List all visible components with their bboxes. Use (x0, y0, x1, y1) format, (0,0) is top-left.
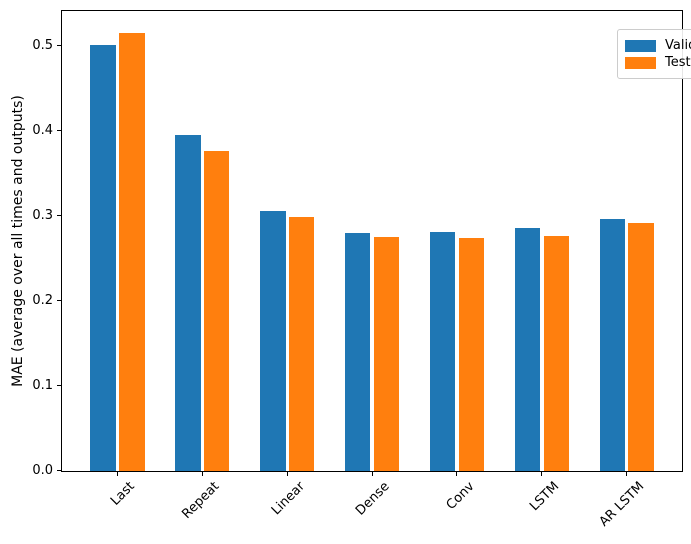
y-tick-label: 0.3 (32, 208, 53, 224)
bar-test-conv (458, 238, 485, 471)
legend: Validation Test (617, 29, 691, 79)
y-tick-mark (57, 300, 61, 302)
y-tick-mark (57, 385, 61, 387)
y-tick-label: 0.1 (32, 378, 53, 394)
bar-validation-last (90, 45, 116, 471)
bar-validation-dense (344, 233, 371, 471)
bar-test-linear (288, 217, 315, 471)
y-tick-mark (57, 130, 61, 132)
x-tick-mark (286, 472, 288, 476)
legend-label-test: Test (665, 55, 691, 70)
bar-test-ar-lstm (628, 222, 654, 471)
y-tick-label: 0.4 (32, 123, 53, 139)
bar-validation-linear (260, 211, 286, 471)
validation-swatch-icon (625, 39, 656, 52)
bar-test-lstm (543, 235, 569, 471)
x-tick-mark (626, 472, 628, 476)
y-tick-label: 0.0 (32, 463, 53, 478)
y-tick-label: 0.5 (32, 38, 53, 54)
x-tick-mark (116, 472, 118, 476)
x-tick-label: Dense (352, 479, 393, 519)
bar-test-last (119, 32, 145, 471)
bar-validation-conv (429, 232, 456, 471)
y-tick-mark (57, 45, 61, 47)
legend-item-validation: Validation (625, 38, 691, 53)
x-tick-label: AR LSTM (596, 479, 648, 530)
y-tick-label: 0.2 (32, 293, 53, 309)
x-tick-mark (371, 472, 373, 476)
x-tick-mark (456, 472, 458, 476)
x-tick-label: Linear (268, 479, 308, 519)
x-tick-label: Conv (443, 479, 478, 513)
x-tick-mark (541, 472, 543, 476)
legend-item-test: Test (625, 55, 691, 70)
bar-test-repeat (203, 150, 230, 471)
legend-label-validation: Validation (665, 38, 691, 53)
test-swatch-icon (625, 56, 656, 69)
bar-validation-lstm (514, 228, 541, 471)
x-tick-label: LSTM (527, 479, 563, 515)
bar-validation-repeat (175, 134, 201, 471)
plot-area: Validation Test (61, 10, 691, 472)
y-tick-mark (57, 215, 61, 217)
x-tick-label: Last (108, 479, 138, 509)
y-tick-mark (57, 470, 61, 471)
x-tick-mark (201, 472, 203, 476)
bar-validation-ar-lstm (599, 218, 625, 471)
x-tick-label: Repeat (179, 479, 223, 522)
bar-test-dense (373, 236, 400, 471)
